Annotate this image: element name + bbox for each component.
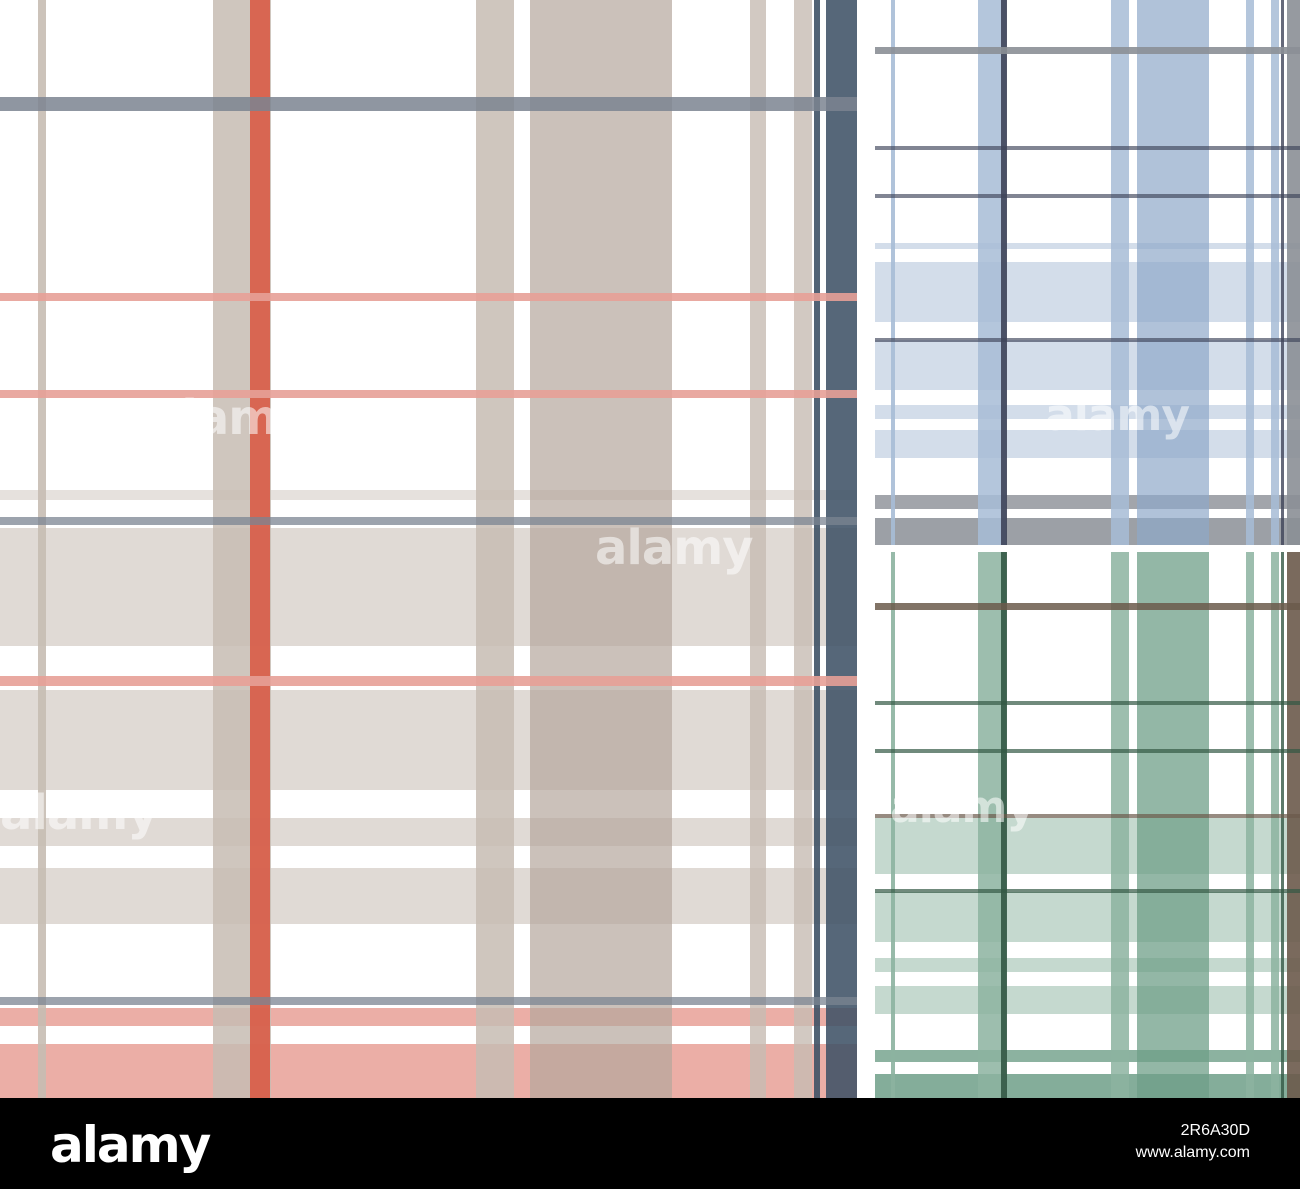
plaid-svg-main [0, 0, 857, 1098]
site-url: www.alamy.com [1135, 1144, 1250, 1161]
plaid-pattern-blue: alamy [875, 0, 1300, 545]
plaid-svg-blue [875, 0, 1300, 545]
image-info: 2R6A30D www.alamy.com [1136, 1120, 1250, 1164]
plaid-pattern-beige-red: alamy alamy alamy [0, 0, 857, 1098]
plaid-svg-green [875, 552, 1300, 1098]
image-id: 2R6A30D [1180, 1122, 1250, 1139]
plaid-pattern-green: alamy [875, 552, 1300, 1098]
footer-bar [0, 1098, 1300, 1189]
alamy-logo: alamy [50, 1116, 211, 1174]
